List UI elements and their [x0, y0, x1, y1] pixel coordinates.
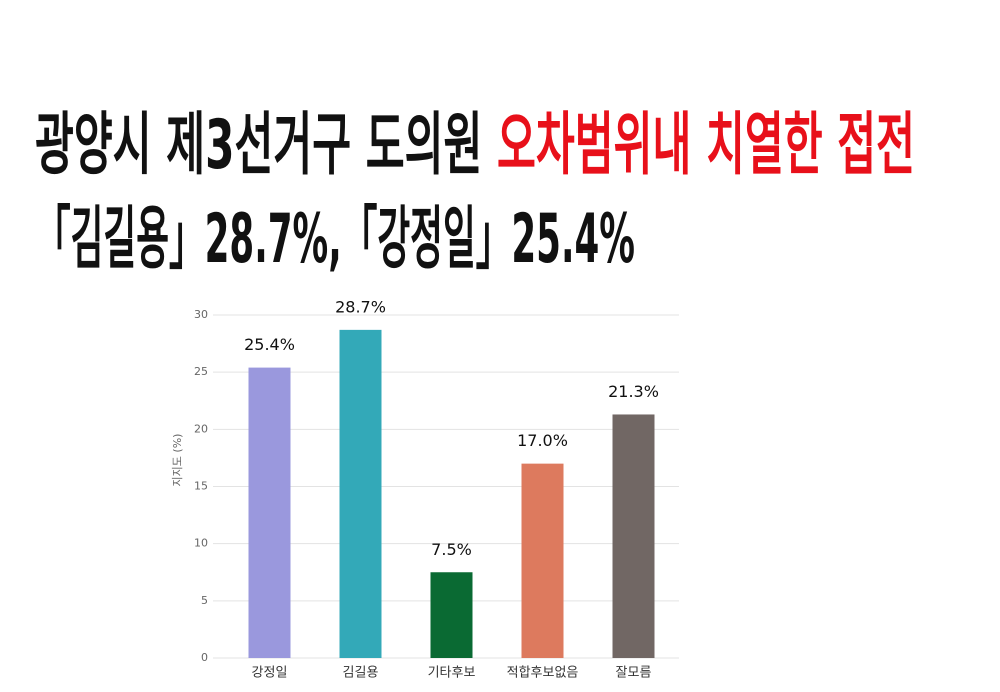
headline-line2: 「김길용」28.7%,「강정일」25.4%	[35, 200, 635, 279]
headline-black: 광양시 제3선거구 도의원	[35, 106, 497, 185]
y-tick-label: 20	[194, 422, 208, 435]
x-tick-label: 강정일	[252, 666, 288, 681]
headline-red: 오차범위내 치열한 접전	[497, 106, 915, 185]
x-tick-label: 김길용	[343, 666, 379, 681]
y-tick-label: 25	[194, 365, 208, 378]
bar	[339, 329, 382, 658]
y-tick-label: 0	[201, 651, 208, 664]
bar	[430, 572, 473, 658]
bar	[521, 463, 564, 658]
x-tick-label: 잘모름	[616, 666, 652, 681]
data-label: 7.5%	[431, 540, 472, 559]
x-tick-label: 적합후보없음	[507, 666, 579, 681]
headline-line1: 광양시 제3선거구 도의원 오차범위내 치열한 접전	[35, 106, 915, 185]
data-label: 25.4%	[244, 335, 295, 354]
x-tick-label: 기타후보	[428, 666, 476, 681]
data-label: 17.0%	[517, 431, 568, 450]
bar	[612, 414, 655, 658]
bar	[248, 367, 291, 658]
y-tick-label: 5	[201, 594, 208, 607]
data-label: 21.3%	[608, 382, 659, 401]
y-tick-label: 15	[194, 480, 208, 493]
y-tick-label: 30	[194, 308, 208, 321]
data-label: 28.7%	[335, 297, 386, 316]
y-axis-label: 지지도 (%)	[171, 434, 184, 487]
y-tick-label: 10	[194, 537, 208, 550]
